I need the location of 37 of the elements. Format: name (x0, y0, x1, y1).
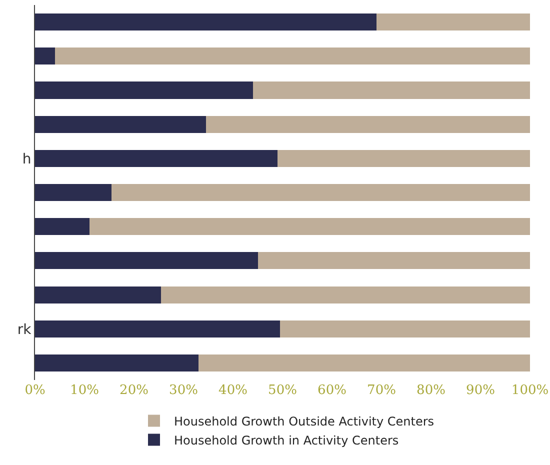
bar (35, 184, 112, 202)
bar (198, 354, 530, 372)
x-tick-label: 40% (218, 383, 248, 398)
bar (35, 218, 90, 236)
bar (258, 252, 530, 270)
x-tick-label: 60% (318, 383, 346, 398)
bar (54, 48, 530, 65)
bar (161, 286, 530, 304)
x-tick-label: 90% (466, 383, 495, 398)
bar (35, 150, 278, 167)
x-tick-label: 50% (268, 383, 297, 398)
bar (35, 320, 280, 338)
x-tick-label: 0% (24, 383, 46, 398)
x-tick-label: 10% (70, 383, 99, 398)
bar (376, 14, 530, 31)
y-tick-label: h (22, 151, 32, 168)
bar (206, 116, 530, 133)
x-tick-label: 80% (416, 383, 446, 398)
x-tick-label: 100% (511, 383, 549, 398)
bar (35, 14, 377, 31)
bar (35, 286, 162, 304)
x-tick-label: 70% (367, 383, 396, 398)
x-tick-label: 20% (120, 383, 148, 398)
legend-label: Household Growth Outside Activity Centers (174, 414, 434, 428)
bar (112, 184, 530, 202)
bar (280, 320, 530, 338)
legend-label: Household Growth in Activity Centers (174, 433, 399, 448)
bar (35, 82, 253, 99)
y-tick-label: rk (17, 322, 32, 338)
bar (35, 116, 206, 133)
x-tick-label: 30% (169, 383, 198, 398)
bar (35, 252, 258, 270)
bar (89, 218, 530, 236)
bar (35, 354, 198, 372)
bar (35, 48, 55, 65)
bar (278, 150, 530, 167)
bar (252, 82, 530, 99)
